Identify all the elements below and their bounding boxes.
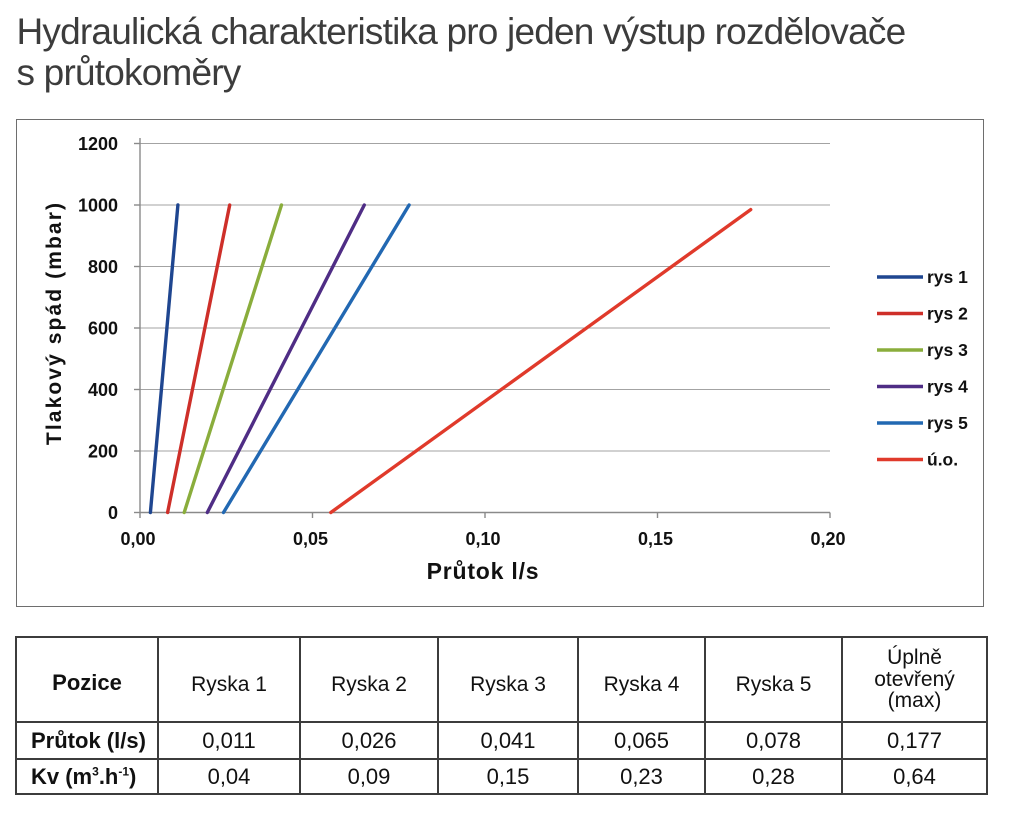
svg-text:rys 4: rys 4 [927,377,968,397]
svg-text:0,00: 0,00 [120,529,155,549]
svg-text:1000: 1000 [78,196,118,216]
svg-text:0: 0 [108,503,118,523]
svg-text:800: 800 [88,257,118,277]
svg-text:rys 1: rys 1 [927,267,968,287]
svg-text:0,10: 0,10 [465,529,500,549]
svg-text:400: 400 [88,380,118,400]
svg-text:0,15: 0,15 [638,529,673,549]
svg-text:Tlakový spád (mbar): Tlakový spád (mbar) [43,201,66,445]
svg-text:0,05: 0,05 [293,529,328,549]
svg-text:ú.o.: ú.o. [927,450,958,470]
svg-text:600: 600 [88,319,118,339]
svg-text:Průtok l/s: Průtok l/s [427,558,540,584]
svg-text:1200: 1200 [78,134,118,154]
svg-text:rys 2: rys 2 [927,304,968,324]
svg-text:rys 3: rys 3 [927,340,968,360]
svg-text:rys 5: rys 5 [927,413,968,433]
svg-text:0,20: 0,20 [810,529,845,549]
svg-text:200: 200 [88,442,118,462]
